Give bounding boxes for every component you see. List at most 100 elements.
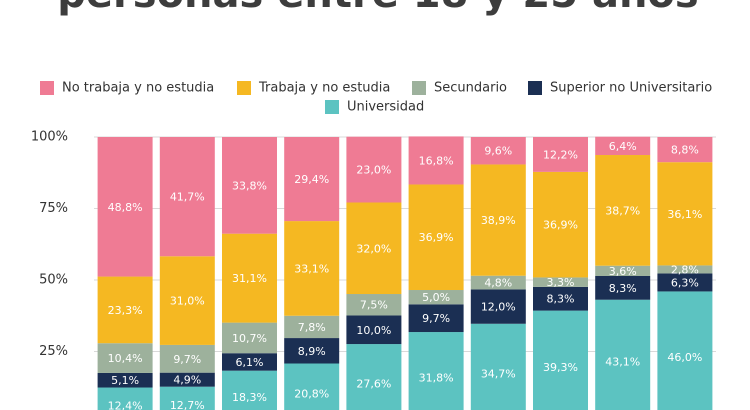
value-label: 31,0% bbox=[170, 295, 205, 308]
value-label: 36,9% bbox=[419, 231, 454, 244]
value-label: 10,0% bbox=[356, 324, 391, 337]
value-label: 23,0% bbox=[356, 164, 391, 177]
value-label: 12,4% bbox=[108, 399, 143, 410]
bar-segment bbox=[408, 136, 464, 185]
bar-segment bbox=[284, 137, 340, 222]
bar-segment bbox=[595, 155, 651, 266]
value-label: 36,9% bbox=[543, 219, 578, 232]
value-label: 7,5% bbox=[360, 299, 388, 312]
legend-label: Universidad bbox=[347, 100, 424, 115]
value-label: 6,1% bbox=[236, 356, 264, 369]
value-label: 9,7% bbox=[173, 353, 201, 366]
bar-segment bbox=[595, 136, 651, 156]
bar-segment bbox=[346, 136, 402, 203]
bar-segment bbox=[159, 256, 215, 345]
value-label: 5,1% bbox=[111, 374, 139, 387]
value-label: 4,8% bbox=[484, 277, 512, 290]
bar-segment bbox=[470, 289, 526, 324]
legend-swatch bbox=[528, 81, 542, 95]
legend-swatch bbox=[412, 81, 426, 95]
value-label: 34,7% bbox=[481, 367, 516, 380]
bar-segment bbox=[470, 323, 526, 410]
bar-segment bbox=[159, 137, 215, 257]
bar-segment bbox=[346, 202, 402, 295]
bar-segment bbox=[284, 363, 340, 410]
bar-segment bbox=[470, 275, 526, 290]
bar-segment bbox=[533, 171, 588, 278]
value-label: 3,6% bbox=[609, 265, 637, 278]
value-label: 41,7% bbox=[170, 191, 205, 204]
bar-segment bbox=[657, 137, 713, 163]
value-label: 5,0% bbox=[422, 291, 450, 304]
bar-segment bbox=[222, 370, 277, 410]
legend-label: No trabaja y no estudia bbox=[62, 81, 214, 96]
legend-label: Superior no Universitario bbox=[550, 81, 712, 96]
bar-segment bbox=[408, 304, 464, 333]
value-label: 16,8% bbox=[419, 154, 454, 167]
value-label: 10,4% bbox=[108, 352, 143, 365]
bar-segment bbox=[97, 387, 153, 410]
bar-segment bbox=[408, 290, 464, 305]
legend-swatch bbox=[325, 100, 339, 114]
bar-segment bbox=[346, 294, 402, 316]
value-label: 27,6% bbox=[356, 378, 391, 391]
value-label: 20,8% bbox=[294, 387, 329, 400]
bar-segment bbox=[595, 265, 651, 276]
bar-segment bbox=[408, 184, 464, 291]
bar-segment bbox=[222, 137, 277, 234]
bar-segment bbox=[595, 299, 651, 410]
legend-label: Secundario bbox=[434, 81, 507, 96]
legend-label: Trabaja y no estudia bbox=[258, 81, 390, 96]
value-label: 8,8% bbox=[671, 144, 699, 157]
value-label: 31,1% bbox=[232, 272, 267, 285]
y-tick-label: 100% bbox=[31, 130, 68, 145]
bar-segment bbox=[159, 344, 215, 373]
value-label: 36,1% bbox=[667, 208, 702, 221]
value-label: 10,7% bbox=[232, 332, 267, 345]
bar-segment bbox=[657, 265, 713, 274]
bar-segment bbox=[346, 344, 402, 410]
value-label: 18,3% bbox=[232, 391, 267, 404]
legend-swatch bbox=[237, 81, 251, 95]
value-label: 23,3% bbox=[108, 304, 143, 317]
value-label: 29,4% bbox=[294, 173, 329, 186]
bar-segment bbox=[222, 233, 277, 323]
bar-segment bbox=[97, 137, 153, 277]
bar-segment bbox=[159, 386, 215, 410]
value-label: 7,8% bbox=[298, 321, 326, 334]
bar-segment bbox=[97, 276, 153, 344]
value-label: 48,8% bbox=[108, 201, 143, 214]
bar-segment bbox=[408, 332, 464, 410]
y-tick-label: 75% bbox=[39, 201, 68, 216]
value-label: 43,1% bbox=[605, 355, 640, 368]
value-label: 38,7% bbox=[605, 204, 640, 217]
value-label: 4,9% bbox=[173, 374, 201, 387]
value-label: 8,3% bbox=[547, 293, 575, 306]
value-label: 8,3% bbox=[609, 282, 637, 295]
y-tick-label: 25% bbox=[39, 344, 68, 359]
value-label: 2,8% bbox=[671, 263, 699, 276]
bar-segment bbox=[346, 315, 402, 345]
value-label: 6,4% bbox=[609, 140, 637, 153]
bar-segment bbox=[284, 221, 340, 316]
bar-segment bbox=[222, 353, 277, 371]
value-label: 33,1% bbox=[294, 262, 329, 275]
chart-title: personas entre 18 y 25 años bbox=[57, 0, 698, 17]
value-label: 38,9% bbox=[481, 214, 516, 227]
bar-segment bbox=[595, 275, 651, 300]
value-label: 31,8% bbox=[419, 372, 454, 385]
bar-segment bbox=[284, 315, 340, 339]
bar-segment bbox=[284, 338, 340, 364]
value-label: 9,7% bbox=[422, 312, 450, 325]
legend-swatch bbox=[40, 81, 54, 95]
value-label: 9,6% bbox=[484, 145, 512, 158]
value-label: 12,7% bbox=[170, 399, 205, 410]
bar-segment bbox=[533, 137, 588, 172]
bar-segment bbox=[533, 277, 588, 287]
bar-segment bbox=[470, 137, 526, 165]
value-label: 12,0% bbox=[481, 301, 516, 314]
value-label: 6,3% bbox=[671, 276, 699, 289]
bar-segment bbox=[222, 322, 277, 354]
bar-segment bbox=[533, 286, 588, 311]
